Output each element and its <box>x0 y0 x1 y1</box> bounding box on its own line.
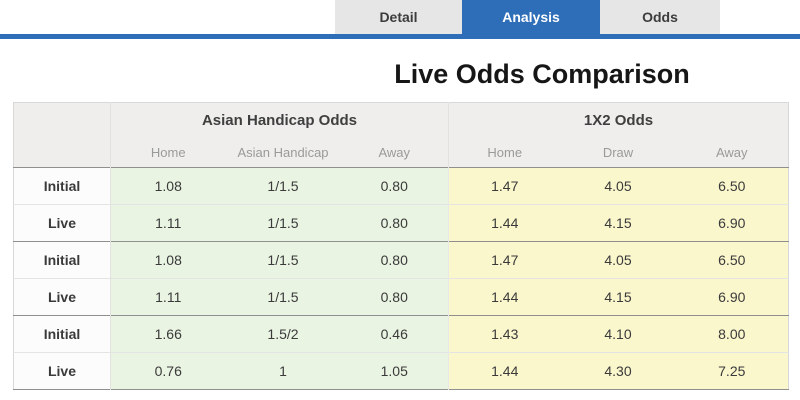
ah-home-odds: 1.11 <box>110 278 226 316</box>
group-header-1x2: 1X2 Odds <box>447 102 789 138</box>
ah-home-odds: 1.08 <box>110 167 226 205</box>
ah-away-odds: 1.05 <box>340 352 449 390</box>
x12-away-odds: 6.50 <box>675 241 789 279</box>
x12-home-odds: 1.47 <box>448 241 561 279</box>
x12-away-odds: 6.90 <box>675 278 789 316</box>
table-row: Live 1.11 1/1.5 0.80 1.44 4.15 6.90 <box>13 204 789 242</box>
row-label: Live <box>13 278 111 316</box>
ah-handicap-odds: 1.5/2 <box>225 315 341 353</box>
ah-away-odds: 0.80 <box>340 167 449 205</box>
table-row: Initial 1.66 1.5/2 0.46 1.43 4.10 8.00 <box>13 315 789 353</box>
table-row: Initial 1.08 1/1.5 0.80 1.47 4.05 6.50 <box>13 241 789 279</box>
x12-draw-odds: 4.05 <box>560 167 676 205</box>
col-header-1x2-away: Away <box>675 137 789 168</box>
ah-home-odds: 1.11 <box>110 204 226 242</box>
table-row: Live 1.11 1/1.5 0.80 1.44 4.15 6.90 <box>13 278 789 316</box>
tab-detail[interactable]: Detail <box>335 0 462 34</box>
table-row: Initial 1.08 1/1.5 0.80 1.47 4.05 6.50 <box>13 167 789 205</box>
ah-away-odds: 0.80 <box>340 278 449 316</box>
column-header-row: Home Asian Handicap Away Home Draw Away <box>14 137 789 168</box>
x12-home-odds: 1.47 <box>448 167 561 205</box>
col-header-ah-away: Away <box>340 137 449 168</box>
ah-home-odds: 1.66 <box>110 315 226 353</box>
ah-away-odds: 0.80 <box>340 204 449 242</box>
odds-table-body: Initial 1.08 1/1.5 0.80 1.47 4.05 6.50 Live 1.11… <box>13 167 789 390</box>
col-header-1x2-draw: Draw <box>560 137 676 168</box>
ah-home-odds: 0.76 <box>110 352 226 390</box>
ah-handicap-odds: 1/1.5 <box>225 278 341 316</box>
ah-away-odds: 0.46 <box>340 315 449 353</box>
x12-draw-odds: 4.05 <box>560 241 676 279</box>
tab-bar: Detail Analysis Odds <box>0 0 800 34</box>
accent-underline <box>0 34 800 39</box>
page: Detail Analysis Odds Live Odds Compariso… <box>0 0 800 391</box>
x12-draw-odds: 4.15 <box>560 278 676 316</box>
x12-home-odds: 1.44 <box>448 204 561 242</box>
x12-home-odds: 1.44 <box>448 278 561 316</box>
row-label: Initial <box>13 241 111 279</box>
x12-home-odds: 1.43 <box>448 315 561 353</box>
col-header-ah-handicap: Asian Handicap <box>225 137 341 168</box>
group-header-asian-handicap: Asian Handicap Odds <box>110 102 449 138</box>
group-header-row: Asian Handicap Odds 1X2 Odds <box>13 102 789 168</box>
page-title: Live Odds Comparison <box>394 59 690 89</box>
x12-away-odds: 8.00 <box>675 315 789 353</box>
ah-home-odds: 1.08 <box>110 241 226 279</box>
x12-draw-odds: 4.15 <box>560 204 676 242</box>
x12-draw-odds: 4.10 <box>560 315 676 353</box>
ah-handicap-odds: 1 <box>225 352 341 390</box>
row-label: Initial <box>13 167 111 205</box>
ah-handicap-odds: 1/1.5 <box>225 167 341 205</box>
x12-away-odds: 7.25 <box>675 352 789 390</box>
col-header-1x2-home: Home <box>448 137 561 168</box>
tab-odds[interactable]: Odds <box>600 0 720 34</box>
row-label: Live <box>13 204 111 242</box>
row-label: Live <box>13 352 111 390</box>
tab-analysis[interactable]: Analysis <box>462 0 600 34</box>
ah-away-odds: 0.80 <box>340 241 449 279</box>
ah-handicap-odds: 1/1.5 <box>225 204 341 242</box>
x12-away-odds: 6.50 <box>675 167 789 205</box>
x12-away-odds: 6.90 <box>675 204 789 242</box>
odds-table: Asian Handicap Odds 1X2 Odds Home Asian … <box>13 102 790 391</box>
ah-handicap-odds: 1/1.5 <box>225 241 341 279</box>
x12-home-odds: 1.44 <box>448 352 561 390</box>
x12-draw-odds: 4.30 <box>560 352 676 390</box>
col-header-ah-home: Home <box>110 137 226 168</box>
corner-header-cell <box>13 102 111 168</box>
table-row: Live 0.76 1 1.05 1.44 4.30 7.25 <box>13 352 789 390</box>
row-label: Initial <box>13 315 111 353</box>
